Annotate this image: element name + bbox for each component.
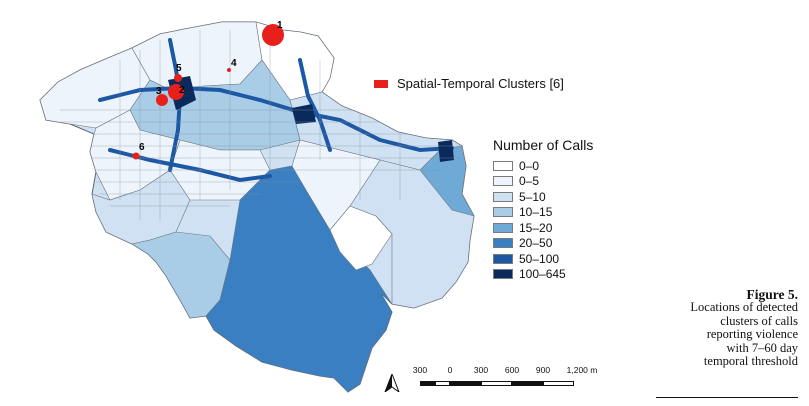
cluster-3 xyxy=(156,94,168,106)
scale-segment xyxy=(512,381,543,386)
legend-swatch xyxy=(493,160,513,171)
cluster-legend: Spatial-Temporal Clusters [6] xyxy=(374,76,564,91)
caption-line: with 7–60 day xyxy=(726,340,798,355)
scale-label: 600 xyxy=(504,365,520,375)
legend-item: 100–645 xyxy=(493,267,566,283)
legend-item: 5–10 xyxy=(493,189,566,205)
scale-segment xyxy=(450,381,481,386)
legend-label: 0–0 xyxy=(519,158,540,173)
legend-item: 20–50 xyxy=(493,236,566,252)
legend-label: 50–100 xyxy=(519,251,560,266)
cluster-label-1: 1 xyxy=(277,20,283,31)
scale-label: 0 xyxy=(447,365,453,375)
legend-label: 5–10 xyxy=(519,189,546,204)
legend-swatch xyxy=(493,269,513,280)
cluster-2 xyxy=(168,84,184,100)
legend-label: 10–15 xyxy=(519,205,553,220)
north-arrow-icon xyxy=(384,374,400,392)
scale-segment xyxy=(543,381,574,386)
cluster-4 xyxy=(227,68,231,72)
cluster-label-4: 4 xyxy=(231,58,237,69)
legend-swatch xyxy=(493,176,513,187)
legend-label: 100–645 xyxy=(519,267,566,282)
scale-bar: 300 0 300 600 900 1,200 m xyxy=(384,365,624,395)
block-grid-vertical xyxy=(119,30,401,220)
scale-segment xyxy=(420,381,435,386)
legend-label: 0–5 xyxy=(519,174,540,189)
legend-title: Number of Calls xyxy=(493,137,594,153)
scale-segment xyxy=(481,381,512,386)
scale-label: 1,200 m xyxy=(566,365,598,375)
caption-line: clusters of calls xyxy=(720,313,798,328)
caption-line: reporting violence xyxy=(706,327,798,342)
caption-figure-number: Figure 5. xyxy=(746,287,799,302)
legend-item: 15–20 xyxy=(493,220,566,236)
scale-label: 300 xyxy=(412,365,428,375)
district-east-mid xyxy=(291,139,381,231)
legend-swatch xyxy=(493,207,513,218)
cluster-label-5: 5 xyxy=(176,63,182,74)
cluster-1 xyxy=(262,24,284,46)
legend: 0–0 0–5 5–10 10–15 15–20 20–50 50–100 10… xyxy=(493,158,566,282)
legend-label: 20–50 xyxy=(519,236,553,251)
caption-rule xyxy=(656,397,798,398)
cluster-legend-swatch xyxy=(374,79,388,88)
hotspot-east xyxy=(438,140,454,162)
caption-line: Locations of detected xyxy=(690,300,798,315)
cluster-5 xyxy=(174,74,182,82)
caption-line: temporal threshold xyxy=(703,354,798,369)
hotspot-mid xyxy=(292,104,316,124)
cluster-label-6: 6 xyxy=(139,142,145,153)
legend-swatch xyxy=(493,238,513,249)
cluster-legend-label: Spatial-Temporal Clusters [6] xyxy=(397,76,564,91)
legend-label: 15–20 xyxy=(519,220,553,235)
legend-swatch xyxy=(493,191,513,202)
corridor-east xyxy=(298,58,332,152)
cluster-markers: 1 2 3 4 5 6 xyxy=(132,20,284,160)
legend-swatch xyxy=(493,253,513,264)
scale-label: 300 xyxy=(473,365,489,375)
scale-label: 900 xyxy=(535,365,551,375)
legend-item: 0–0 xyxy=(493,158,566,174)
scale-segment xyxy=(435,381,450,386)
cluster-6 xyxy=(132,152,140,160)
figure-caption: Figure 5. Locations of detected clusters… xyxy=(690,288,798,368)
cluster-label-3: 3 xyxy=(156,86,162,97)
legend-swatch xyxy=(493,222,513,233)
cluster-label-2: 2 xyxy=(179,85,185,96)
legend-item: 0–5 xyxy=(493,174,566,190)
district-north-central xyxy=(131,22,263,91)
legend-item: 50–100 xyxy=(493,251,566,267)
legend-item: 10–15 xyxy=(493,205,566,221)
